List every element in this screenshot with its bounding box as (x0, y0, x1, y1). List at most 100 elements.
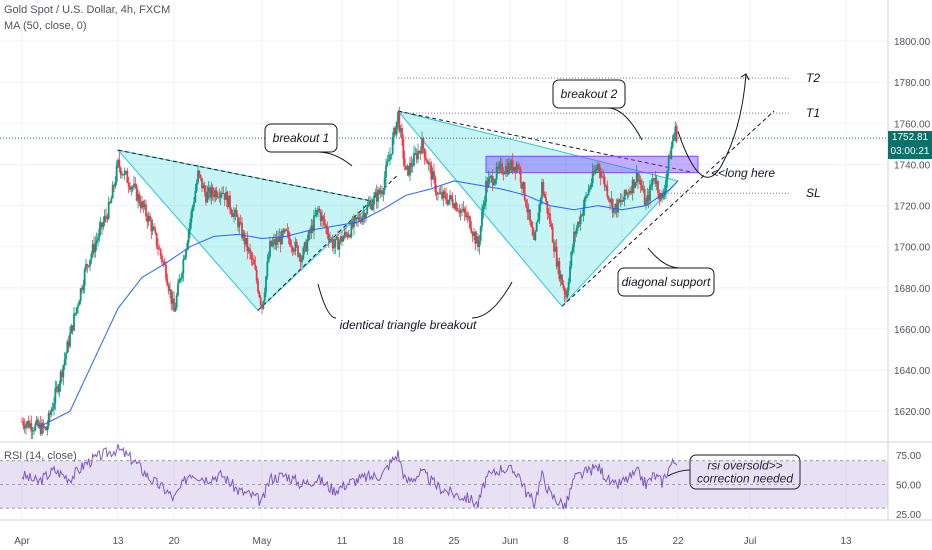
candle-body (561, 274, 563, 285)
rsi-tick-label: 50.00 (896, 480, 921, 491)
candle-body (91, 244, 94, 255)
price-tick-label: 1760.00 (894, 119, 931, 130)
candle-body (543, 193, 546, 198)
candle-body (53, 403, 55, 409)
candle-body (269, 240, 271, 257)
candle-body (649, 184, 651, 201)
candle-body (127, 182, 130, 187)
candle-body (422, 138, 425, 149)
candle-body (394, 127, 397, 135)
candle-body (286, 230, 289, 232)
candle-body (73, 313, 75, 331)
candle-body (547, 213, 550, 215)
candle-body (255, 269, 258, 281)
candle-body (190, 211, 193, 223)
identical-pointer-right (471, 281, 513, 319)
breakout-2-pointer (607, 107, 643, 141)
candle-body (253, 259, 255, 265)
candle-body (343, 231, 346, 238)
level-label-sl: SL (806, 186, 821, 200)
candle-body (626, 192, 629, 195)
candle-body (153, 226, 155, 230)
candle-body (627, 192, 630, 194)
candle-body (350, 221, 353, 238)
identical-triangle-label: identical triangle breakout (340, 318, 477, 332)
candle-body (278, 236, 281, 243)
candle-body (137, 194, 139, 201)
candle-body (277, 237, 279, 243)
candle-body (655, 181, 658, 184)
candle-body (602, 176, 605, 178)
candle-body (526, 206, 529, 213)
candle-body (203, 185, 206, 192)
rsi-line (21, 444, 678, 510)
price-tick-label: 1740.00 (894, 160, 931, 171)
candle-body (265, 276, 267, 293)
time-tick-label: 13 (112, 536, 124, 547)
candle-body (141, 201, 143, 208)
candle-body (398, 112, 401, 132)
candle-body (159, 249, 162, 256)
candle-body (357, 217, 359, 220)
candle-body (35, 419, 38, 424)
candle-body (471, 232, 474, 236)
candle-body (197, 170, 199, 183)
candle-body (66, 341, 69, 354)
candle-body (185, 249, 187, 259)
candle-body (65, 353, 67, 360)
time-tick-label: May (253, 536, 272, 547)
candle-body (493, 183, 495, 186)
candle-body (498, 165, 501, 170)
rsi-note-box (689, 454, 801, 490)
candle-body (502, 173, 505, 175)
candle-body (165, 264, 167, 279)
candle-body (21, 421, 23, 423)
candle-body (301, 259, 303, 263)
candle-body (231, 213, 234, 217)
time-tick-label: 13 (840, 536, 852, 547)
diagonal-support-line (561, 110, 775, 307)
price-tick-label: 1720.00 (894, 202, 931, 213)
candle-body (114, 182, 117, 187)
candle-body (27, 421, 30, 428)
candle-body (325, 225, 327, 228)
candle-body (238, 222, 241, 228)
candle-body (78, 301, 81, 306)
candle-body (553, 242, 555, 252)
candle-body (102, 221, 105, 227)
candle-body (393, 127, 395, 138)
candle-body (335, 237, 338, 240)
candle-body (82, 285, 85, 291)
candle-body (586, 194, 589, 196)
candle-body (499, 163, 502, 166)
candle-body (227, 195, 230, 208)
candle-body (215, 190, 218, 198)
candle-body (171, 298, 174, 304)
candle-body (551, 226, 554, 243)
candle-body (650, 184, 653, 186)
candle-body (607, 196, 610, 200)
candle-body (567, 281, 570, 291)
candle-body (389, 154, 391, 160)
price-tick-label: 1700.00 (894, 243, 931, 254)
candle-body (326, 227, 329, 235)
candle-body (138, 194, 141, 204)
candle-body (169, 289, 171, 291)
candle-body (37, 419, 39, 427)
candle-body (118, 159, 121, 168)
candle-body (665, 180, 667, 192)
candle-body (558, 261, 561, 280)
candle-body (71, 325, 74, 331)
candle-body (495, 167, 498, 180)
candle-body (377, 189, 379, 202)
candle-body (385, 165, 387, 178)
candle-body (346, 233, 349, 237)
candle-body (89, 259, 91, 267)
candle-body (633, 179, 635, 188)
candle-body (369, 202, 371, 205)
rsi-tick-label: 75.00 (896, 451, 921, 462)
candle-body (211, 187, 214, 194)
candle-body (175, 295, 178, 308)
candle-body (419, 150, 422, 154)
